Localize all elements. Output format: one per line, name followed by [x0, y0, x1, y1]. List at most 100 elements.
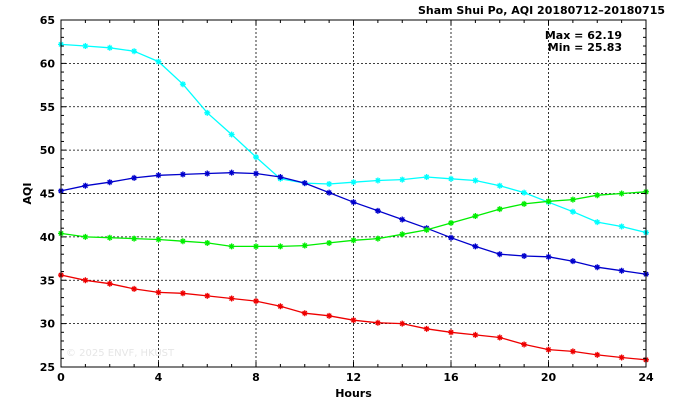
series-point-0 — [618, 223, 625, 230]
series-point-2 — [496, 206, 503, 213]
series-point-2 — [618, 190, 625, 197]
max-value-label: Max = 62.19 — [545, 29, 622, 42]
series-point-0 — [350, 179, 357, 186]
series-point-1 — [618, 267, 625, 274]
series-point-0 — [131, 48, 138, 55]
series-point-2 — [228, 243, 235, 250]
series-point-3 — [82, 277, 89, 284]
series-point-2 — [545, 198, 552, 205]
axis-ticks: 0 4 8 12 16 20 24 25 30 35 40 45 50 55 60 65 — [40, 14, 654, 384]
series-point-0 — [521, 189, 528, 196]
series-point-2 — [594, 192, 601, 199]
x-tick-label: 4 — [155, 371, 163, 384]
series-point-3 — [179, 290, 186, 297]
series-point-0 — [594, 219, 601, 226]
series-point-3 — [423, 325, 430, 332]
series-point-1 — [253, 170, 259, 177]
series-point-2 — [569, 196, 576, 203]
x-tick-label: 12 — [346, 371, 361, 384]
x-axis-title: Hours — [335, 387, 372, 400]
series-line-1 — [60, 172, 647, 275]
series-point-3 — [326, 312, 333, 319]
series-point-0 — [326, 180, 333, 187]
series-point-0 — [472, 177, 479, 184]
chart-title: Sham Shui Po, AQI 20180712–20180715 — [418, 4, 665, 17]
series-point-3 — [228, 295, 235, 302]
series-point-2 — [521, 200, 528, 207]
series-point-0 — [374, 177, 381, 184]
series-point-2 — [374, 235, 381, 242]
series-point-3 — [350, 317, 357, 324]
series-point-1 — [131, 174, 138, 181]
series-point-2 — [106, 234, 113, 241]
series-point-0 — [569, 208, 576, 215]
series-point-1 — [399, 216, 406, 223]
y-tick-label: 40 — [40, 231, 56, 244]
y-axis-title: AQI — [21, 183, 34, 205]
series-point-1 — [82, 182, 89, 189]
series-point-3 — [618, 354, 625, 361]
series-point-3 — [277, 303, 284, 310]
min-value-label: Min = 25.83 — [548, 41, 622, 54]
series-point-1 — [277, 174, 284, 181]
series-point-0 — [496, 182, 503, 189]
series-point-1 — [496, 251, 503, 258]
series-point-3 — [301, 310, 308, 317]
series-point-0 — [155, 58, 162, 65]
series-point-0 — [204, 109, 211, 116]
series-point-1 — [204, 170, 211, 177]
series-point-2 — [204, 239, 211, 246]
series-point-1 — [179, 171, 186, 178]
series-group — [58, 41, 649, 363]
y-tick-label: 30 — [40, 318, 56, 331]
series-point-0 — [179, 81, 186, 88]
series-point-3 — [496, 334, 503, 341]
y-tick-label: 60 — [40, 57, 56, 70]
series-point-3 — [545, 346, 552, 353]
watermark: © 2025 ENVF, HKUST — [66, 348, 175, 359]
y-tick-label: 65 — [40, 14, 55, 27]
x-tick-label: 0 — [57, 371, 65, 384]
x-tick-label: 24 — [638, 371, 654, 384]
series-point-3 — [106, 280, 113, 287]
series-point-2 — [131, 235, 138, 242]
series-point-2 — [179, 238, 186, 245]
series-point-1 — [448, 234, 454, 241]
grid-lines — [61, 20, 646, 367]
series-point-2 — [399, 231, 406, 238]
series-point-3 — [155, 289, 162, 296]
series-point-3 — [521, 341, 528, 348]
series-point-3 — [131, 285, 138, 292]
series-point-2 — [82, 233, 89, 240]
series-point-0 — [106, 44, 113, 51]
series-point-1 — [545, 253, 552, 260]
y-tick-label: 25 — [40, 361, 55, 374]
x-tick-label: 20 — [541, 371, 557, 384]
x-tick-label: 8 — [252, 371, 260, 384]
series-point-1 — [594, 264, 601, 271]
series-point-2 — [155, 236, 162, 243]
y-tick-label: 45 — [40, 188, 55, 201]
series-point-2 — [350, 237, 357, 244]
series-point-1 — [106, 179, 113, 186]
series-point-2 — [423, 226, 430, 233]
series-point-1 — [301, 180, 308, 187]
y-tick-label: 55 — [40, 101, 55, 114]
series-point-2 — [253, 243, 259, 250]
series-point-3 — [204, 292, 211, 299]
series-point-3 — [569, 348, 576, 355]
series-point-1 — [521, 252, 528, 259]
y-tick-label: 50 — [40, 144, 56, 157]
series-point-1 — [374, 207, 381, 214]
series-point-2 — [301, 242, 308, 249]
series-point-2 — [326, 239, 333, 246]
series-point-0 — [423, 174, 430, 181]
series-point-0 — [228, 131, 235, 138]
series-point-0 — [253, 154, 259, 161]
series-point-1 — [155, 172, 162, 179]
series-point-3 — [594, 351, 601, 358]
series-point-2 — [277, 243, 284, 250]
series-point-1 — [326, 189, 333, 196]
series-point-1 — [569, 258, 576, 265]
